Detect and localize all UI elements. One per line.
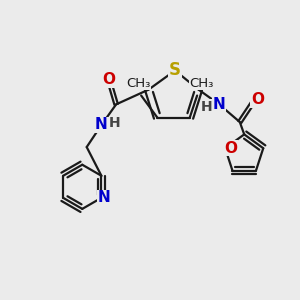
Text: S: S [169, 61, 181, 80]
Text: CH₃: CH₃ [189, 76, 214, 90]
Text: N: N [98, 190, 111, 205]
Text: H: H [109, 116, 121, 130]
Text: N: N [95, 118, 108, 133]
Text: CH₃: CH₃ [126, 76, 150, 90]
Text: O: O [224, 141, 237, 156]
Text: O: O [102, 72, 115, 87]
Text: N: N [213, 97, 226, 112]
Text: O: O [251, 92, 264, 107]
Text: H: H [201, 100, 213, 114]
